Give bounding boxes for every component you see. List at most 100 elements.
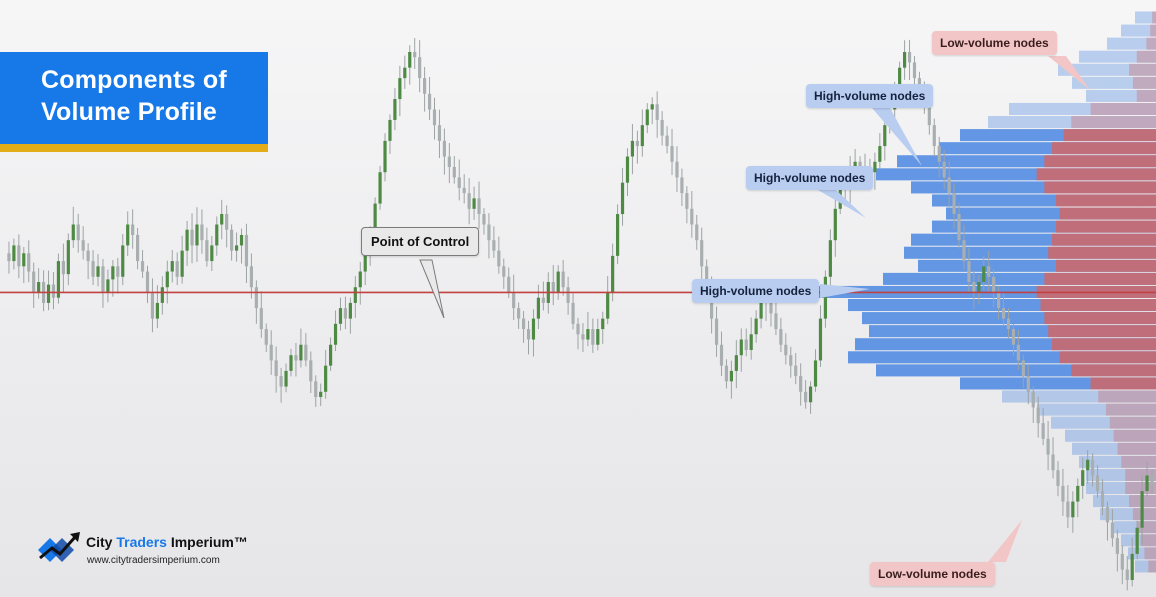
- volume-bar-up: [1051, 416, 1156, 429]
- candle-up: [220, 214, 224, 225]
- candle-up: [729, 370, 733, 382]
- candle-up: [180, 250, 184, 277]
- candle-up: [353, 287, 357, 303]
- candle-down: [655, 104, 659, 120]
- candle-down: [467, 193, 471, 209]
- candle-down: [442, 140, 446, 157]
- candle-down: [482, 214, 486, 225]
- candle-down: [912, 62, 917, 79]
- candle-down: [7, 253, 11, 262]
- volume-bar-down: [1052, 233, 1156, 246]
- title-line-1: Components of: [41, 66, 227, 94]
- candle-down: [571, 302, 575, 324]
- candle-down: [670, 146, 674, 162]
- hvn-callout-3: High-volume nodes: [692, 279, 820, 303]
- candle-up: [284, 370, 288, 387]
- hvn-3-pointer: [820, 284, 870, 298]
- candle-down: [1036, 407, 1040, 424]
- candle-down: [660, 119, 664, 136]
- poc-callout: Point of Control: [361, 227, 480, 256]
- volume-bar-up: [1086, 468, 1156, 481]
- volume-bar-down: [1132, 76, 1156, 89]
- candle-up: [878, 146, 882, 162]
- candle-up: [328, 344, 333, 366]
- volume-bar-up: [1072, 442, 1156, 455]
- candle-up: [333, 323, 338, 345]
- candle-up: [393, 99, 397, 120]
- volume-bar-down: [1090, 102, 1156, 116]
- candle-up: [759, 302, 763, 319]
- candle-down: [279, 376, 283, 387]
- candle-down: [418, 57, 422, 79]
- volume-bar-down: [1144, 547, 1156, 560]
- candle-down: [769, 297, 773, 314]
- candle-up: [215, 224, 219, 246]
- candle-up: [596, 329, 600, 345]
- candle-down: [1051, 454, 1055, 471]
- lvn-bottom-pointer: [988, 520, 1022, 562]
- candle-down: [1091, 459, 1095, 476]
- poc-pointer: [419, 259, 445, 319]
- candle-down: [551, 282, 555, 293]
- candle-up: [160, 287, 164, 303]
- candle-down: [1095, 475, 1100, 492]
- candle-down: [957, 214, 961, 241]
- candle-up: [734, 355, 738, 371]
- lvn-top-pointer: [1048, 56, 1090, 90]
- volume-bar-down: [1044, 155, 1156, 168]
- candle-down: [804, 391, 808, 403]
- candle-down: [294, 355, 298, 361]
- candle-down: [997, 292, 1001, 309]
- candle-down: [937, 146, 941, 162]
- candle-up: [556, 271, 560, 293]
- candle-down: [274, 360, 278, 377]
- candle-down: [1021, 360, 1025, 377]
- candle-down: [947, 177, 951, 194]
- volume-bar-down: [1055, 220, 1156, 233]
- candle-down: [432, 109, 437, 126]
- candle-down: [497, 250, 501, 267]
- candle-up: [977, 282, 981, 293]
- candle-up: [348, 302, 352, 319]
- candle-down: [972, 282, 976, 293]
- hvn-2-pointer: [818, 190, 866, 218]
- candle-down: [942, 161, 946, 178]
- candle-up: [823, 276, 828, 319]
- volume-bar-down: [1048, 246, 1156, 259]
- candle-up: [239, 234, 244, 246]
- volume-bar-up: [1086, 89, 1156, 102]
- candle-up: [531, 318, 536, 340]
- candle-down: [1001, 308, 1006, 319]
- candle-down: [541, 297, 545, 303]
- candle-down: [269, 344, 273, 361]
- candle-down: [140, 261, 145, 272]
- candle-up: [388, 119, 392, 141]
- candle-up: [185, 229, 189, 251]
- candle-down: [452, 166, 456, 178]
- candle-down: [244, 234, 249, 267]
- candle-down: [1056, 470, 1060, 486]
- title-banner: Components of Volume Profile: [0, 52, 268, 152]
- candle-down: [1150, 475, 1154, 486]
- candle-up: [1076, 485, 1080, 502]
- candle-up: [620, 182, 625, 215]
- candle-down: [1105, 506, 1110, 523]
- candle-down: [1120, 553, 1124, 570]
- candle-down: [927, 104, 931, 126]
- candle-down: [304, 344, 308, 361]
- candle-down: [86, 250, 90, 262]
- volume-bar-up: [1114, 521, 1156, 534]
- lvn-callout-top: Low-volume nodes: [932, 31, 1057, 55]
- candle-up: [813, 360, 818, 387]
- candle-up: [37, 282, 41, 293]
- candle-up: [1145, 475, 1149, 492]
- candle-up: [319, 391, 323, 398]
- brand-url: www.citytradersimperium.com: [87, 555, 220, 566]
- candle-up: [155, 302, 159, 319]
- volume-bar-up: [1079, 50, 1156, 63]
- candle-down: [264, 329, 268, 345]
- candle-down: [462, 187, 466, 194]
- candle-up: [324, 365, 328, 392]
- volume-bar-down: [1152, 11, 1156, 24]
